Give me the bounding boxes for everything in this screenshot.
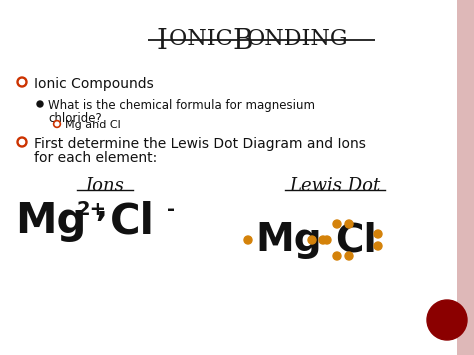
FancyBboxPatch shape [457,0,474,355]
Circle shape [17,137,27,147]
Circle shape [345,252,353,260]
Circle shape [244,236,252,244]
Text: Cl: Cl [110,200,155,242]
Text: Mg and Cl: Mg and Cl [65,120,121,130]
Circle shape [323,236,331,244]
Circle shape [55,122,59,126]
Circle shape [333,220,341,228]
Text: Lewis Dot: Lewis Dot [289,177,381,195]
Text: B: B [232,28,253,55]
Circle shape [345,220,353,228]
Text: Mg: Mg [255,221,322,259]
Circle shape [319,236,327,244]
Text: ,: , [95,194,107,223]
Circle shape [19,80,25,84]
Text: ONIC: ONIC [169,28,240,50]
Text: Mg: Mg [15,200,86,242]
Circle shape [427,300,467,340]
Text: Cl: Cl [335,221,377,259]
Circle shape [19,140,25,144]
Text: -: - [167,200,175,219]
Text: for each element:: for each element: [34,151,157,165]
Text: 2+: 2+ [77,200,107,219]
Circle shape [54,120,61,127]
Text: chloride?: chloride? [48,112,102,125]
Circle shape [374,230,382,238]
Text: What is the chemical formula for magnesium: What is the chemical formula for magnesi… [48,99,315,112]
Text: First determine the Lewis Dot Diagram and Ions: First determine the Lewis Dot Diagram an… [34,137,366,151]
Text: Ionic Compounds: Ionic Compounds [34,77,154,91]
Circle shape [333,252,341,260]
Circle shape [374,242,382,250]
Text: I: I [157,28,168,55]
Circle shape [37,101,43,107]
Circle shape [308,236,316,244]
Text: ONDING: ONDING [247,28,348,50]
Circle shape [17,77,27,87]
Text: Ions: Ions [86,177,125,195]
